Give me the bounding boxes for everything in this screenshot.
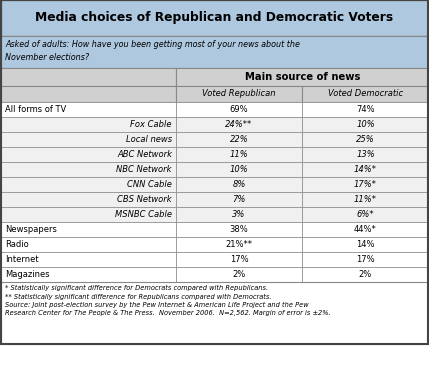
Bar [1, 68, 176, 86]
Text: 11%: 11% [230, 150, 248, 159]
Bar [176, 117, 302, 132]
Text: NBC Network: NBC Network [117, 165, 172, 174]
Text: 44%*: 44%* [354, 225, 377, 234]
Text: MSNBC Cable: MSNBC Cable [115, 210, 172, 219]
Bar [1, 36, 428, 68]
Bar [176, 132, 302, 147]
Text: Local news: Local news [126, 135, 172, 144]
Bar [176, 102, 302, 117]
Bar [302, 237, 429, 252]
Bar [302, 177, 429, 192]
Text: 74%: 74% [356, 105, 375, 114]
Text: Newspapers: Newspapers [5, 225, 57, 234]
Text: All forms of TV: All forms of TV [5, 105, 66, 114]
Text: 17%*: 17%* [354, 180, 377, 189]
Bar [1, 117, 176, 132]
Text: 7%: 7% [233, 195, 246, 204]
Text: Voted Republican: Voted Republican [202, 90, 276, 98]
Text: ABC Network: ABC Network [117, 150, 172, 159]
Text: Fox Cable: Fox Cable [130, 120, 172, 129]
Bar [1, 222, 176, 237]
Bar [1, 162, 176, 177]
Text: 6%*: 6%* [356, 210, 375, 219]
Bar [1, 102, 176, 117]
Text: 17%: 17% [356, 255, 375, 264]
Text: 25%: 25% [356, 135, 375, 144]
Bar [176, 267, 302, 282]
Text: 17%: 17% [230, 255, 248, 264]
Text: Asked of adults: How have you been getting most of your news about the
November : Asked of adults: How have you been getti… [5, 40, 300, 62]
Text: Internet: Internet [5, 255, 39, 264]
Bar [1, 267, 176, 282]
Text: 24%**: 24%** [225, 120, 253, 129]
Text: 11%*: 11%* [354, 195, 377, 204]
Bar [302, 147, 429, 162]
Bar [176, 192, 302, 207]
Text: 14%: 14% [356, 240, 375, 249]
Text: 8%: 8% [233, 180, 246, 189]
Text: 10%: 10% [230, 165, 248, 174]
Bar [1, 252, 176, 267]
Bar [1, 237, 176, 252]
Text: 14%*: 14%* [354, 165, 377, 174]
Bar [1, 86, 176, 102]
Bar [176, 177, 302, 192]
Text: 38%: 38% [230, 225, 248, 234]
Text: Radio: Radio [5, 240, 29, 249]
Bar [302, 252, 429, 267]
Bar [1, 0, 428, 36]
Text: * Statistically significant difference for Democrats compared with Republicans.
: * Statistically significant difference f… [5, 285, 331, 316]
Text: Media choices of Republican and Democratic Voters: Media choices of Republican and Democrat… [36, 11, 393, 25]
Text: 69%: 69% [230, 105, 248, 114]
Bar [1, 147, 176, 162]
Text: 2%: 2% [359, 270, 372, 279]
Bar [1, 177, 176, 192]
Bar [176, 207, 302, 222]
Text: 3%: 3% [233, 210, 246, 219]
Text: 13%: 13% [356, 150, 375, 159]
Text: CNN Cable: CNN Cable [127, 180, 172, 189]
Bar [1, 192, 176, 207]
Bar [176, 162, 302, 177]
Text: Magazines: Magazines [5, 270, 50, 279]
Bar [302, 267, 429, 282]
Bar [1, 282, 428, 344]
Text: Main source of news: Main source of news [245, 72, 360, 82]
Bar [302, 86, 429, 102]
Text: CBS Network: CBS Network [118, 195, 172, 204]
Text: Voted Democratic: Voted Democratic [328, 90, 403, 98]
Bar [302, 207, 429, 222]
Bar [302, 192, 429, 207]
Bar [302, 117, 429, 132]
Bar [176, 147, 302, 162]
Text: 2%: 2% [233, 270, 246, 279]
Bar [1, 132, 176, 147]
Bar [176, 222, 302, 237]
Bar [176, 68, 429, 86]
Bar [1, 207, 176, 222]
Bar [302, 222, 429, 237]
Text: 21%**: 21%** [226, 240, 253, 249]
Text: 10%: 10% [356, 120, 375, 129]
Bar [302, 102, 429, 117]
Text: 22%: 22% [230, 135, 248, 144]
Bar [176, 252, 302, 267]
Bar [176, 86, 302, 102]
Bar [302, 162, 429, 177]
Bar [176, 237, 302, 252]
Bar [302, 132, 429, 147]
